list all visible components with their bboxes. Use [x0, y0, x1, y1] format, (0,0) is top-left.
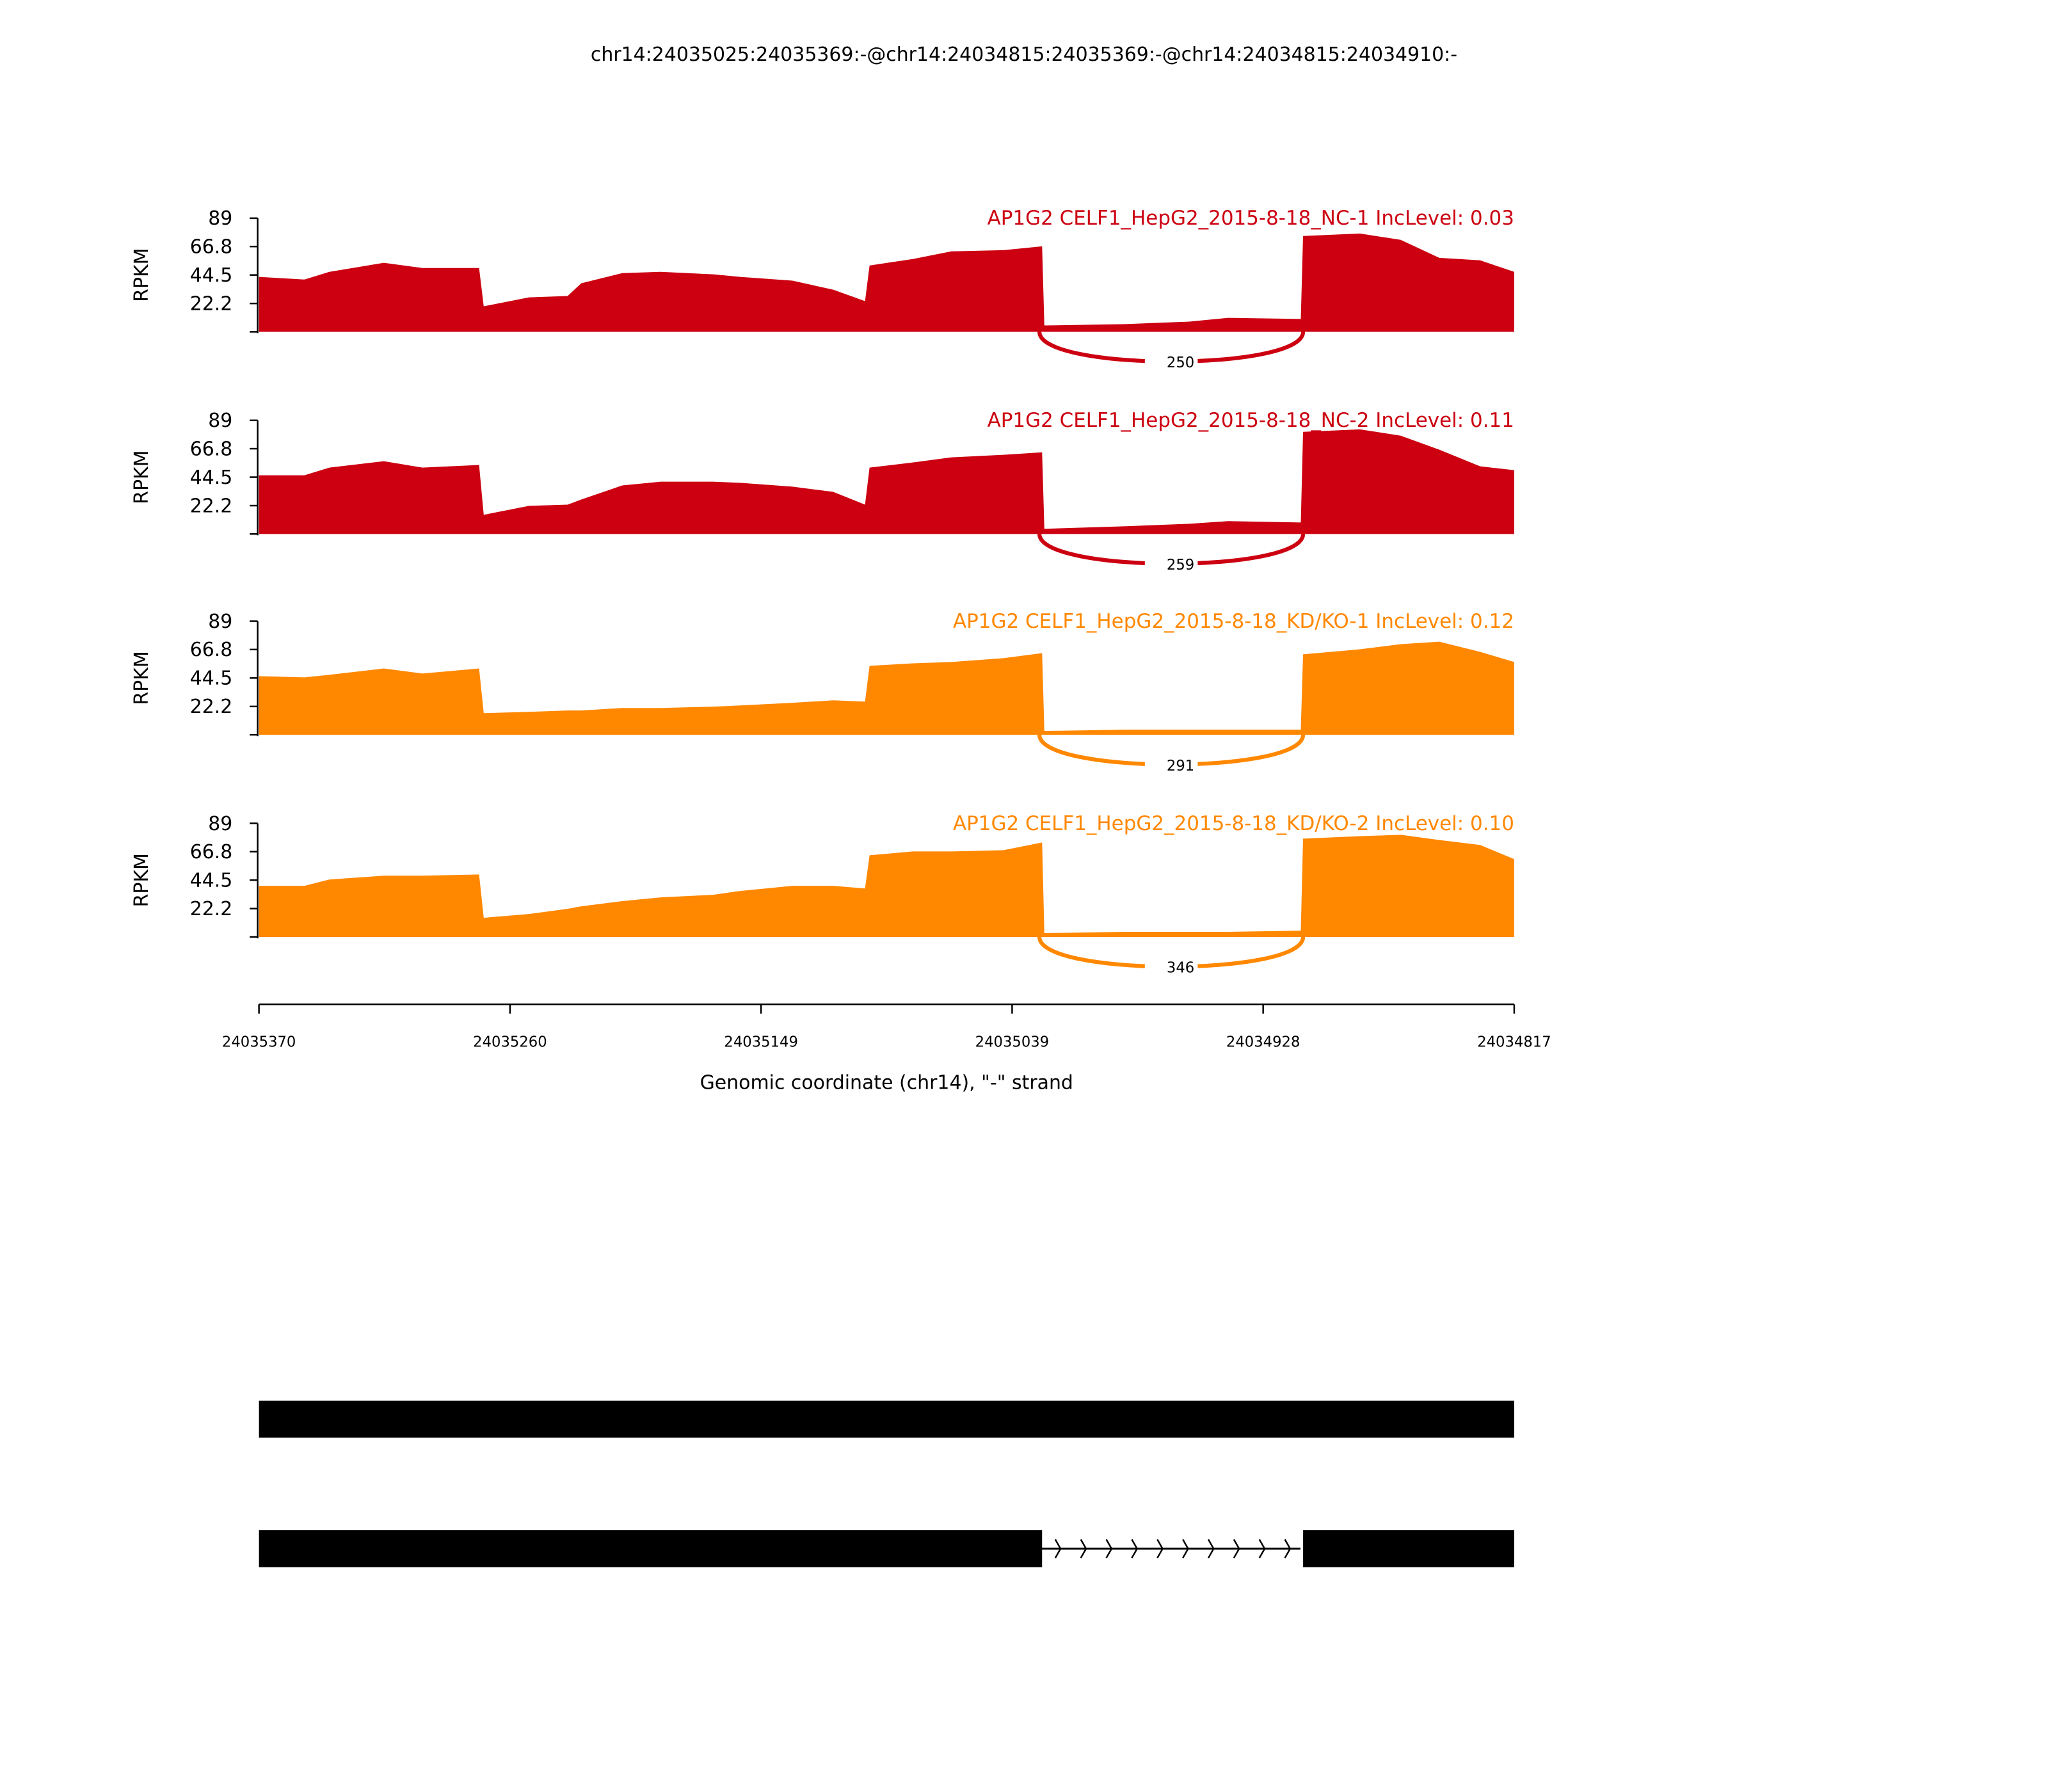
- y-tick-label: 44.5: [190, 870, 233, 892]
- x-axis-label: Genomic coordinate (chr14), "-" strand: [700, 1071, 1073, 1094]
- coverage-area: [259, 641, 1514, 735]
- gene-model-skipping: [259, 1530, 1514, 1567]
- y-axis-label: RPKM: [131, 248, 153, 302]
- strand-chevron-icon: [1182, 1539, 1189, 1558]
- coverage-track: 22.2 44.5 66.8 89 RPKM AP1G2 CELF1_HepG2_2015…: [131, 610, 1514, 775]
- y-axis-label: RPKM: [131, 651, 153, 705]
- track-label: AP1G2 CELF1_HepG2_2015-8-18_KD/KO-2 IncL…: [953, 812, 1514, 835]
- strand-chevron-icon: [1105, 1539, 1113, 1558]
- exon: [259, 1530, 1043, 1567]
- x-tick-label: 24035149: [724, 1034, 797, 1050]
- y-tick-label: 22.2: [190, 292, 233, 315]
- x-tick-label: 24035370: [222, 1034, 296, 1050]
- coverage-area: [259, 233, 1514, 332]
- y-tick-label: 66.8: [190, 841, 233, 863]
- y-tick-label: 22.2: [190, 696, 233, 718]
- track-label: AP1G2 CELF1_HepG2_2015-8-18_KD/KO-1 IncL…: [953, 610, 1514, 633]
- exon: [1303, 1530, 1514, 1567]
- junction-label-bg: [1144, 552, 1198, 574]
- junction-label-bg: [1144, 753, 1198, 775]
- coverage-track: 22.2 44.5 66.8 89 RPKM AP1G2 CELF1_HepG2_2015…: [131, 812, 1514, 977]
- junction-count: 291: [1167, 758, 1194, 774]
- strand-chevron-icon: [1207, 1539, 1215, 1558]
- gene-models: [259, 1400, 1514, 1567]
- y-tick-label: 66.8: [190, 236, 233, 259]
- y-tick-label: 89: [208, 813, 232, 835]
- x-axis: 24035370 24035260 24035149 24035039 24034928…: [222, 1004, 1551, 1050]
- track-label: AP1G2 CELF1_HepG2_2015-8-18_NC-1 IncLeve…: [988, 207, 1514, 230]
- y-tick-label: 89: [208, 410, 232, 432]
- y-tick-label: 66.8: [190, 438, 233, 460]
- junction-label-bg: [1144, 955, 1198, 977]
- track-label: AP1G2 CELF1_HepG2_2015-8-18_NC-2 IncLeve…: [988, 409, 1514, 432]
- chart-title: chr14:24035025:24035369:-@chr14:24034815…: [591, 44, 1457, 66]
- y-tick-label: 89: [208, 611, 232, 633]
- y-tick-label: 66.8: [190, 639, 233, 661]
- coverage-area: [259, 835, 1514, 937]
- junction-count: 259: [1167, 557, 1194, 573]
- y-axis-label: RPKM: [131, 853, 153, 907]
- x-tick-label: 24034817: [1477, 1034, 1551, 1050]
- strand-chevron-icon: [1080, 1539, 1087, 1558]
- y-tick-label: 44.5: [190, 264, 233, 287]
- junction-count: 346: [1167, 960, 1194, 977]
- strand-chevron-icon: [1258, 1539, 1266, 1558]
- x-tick-label: 24035039: [975, 1034, 1049, 1050]
- strand-chevron-icon: [1054, 1539, 1062, 1558]
- strand-chevron-icon: [1156, 1539, 1164, 1558]
- gene-model-inclusion: [259, 1400, 1514, 1438]
- y-tick-label: 22.2: [190, 898, 233, 920]
- strand-chevron-icon: [1131, 1539, 1139, 1558]
- coverage-track: 22.2 44.5 66.8 89 RPKM AP1G2 CELF1_HepG2_2015…: [131, 409, 1514, 574]
- y-tick-label: 44.5: [190, 467, 233, 489]
- x-tick-label: 24035260: [473, 1034, 547, 1050]
- x-tick-label: 24034928: [1226, 1034, 1300, 1050]
- coverage-track: 22.2 44.5 66.8 89 RPKM AP1G2 CELF1_HepG2_2015…: [131, 207, 1514, 372]
- exon: [259, 1400, 1514, 1438]
- y-tick-label: 22.2: [190, 495, 233, 517]
- y-axis-label: RPKM: [131, 450, 153, 504]
- strand-chevron-icon: [1284, 1539, 1292, 1558]
- strand-chevron-icon: [1233, 1539, 1240, 1558]
- coverage-area: [259, 429, 1514, 534]
- y-tick-label: 89: [208, 207, 232, 230]
- junction-count: 250: [1167, 355, 1194, 371]
- junction-label-bg: [1144, 350, 1198, 372]
- y-tick-label: 44.5: [190, 668, 233, 690]
